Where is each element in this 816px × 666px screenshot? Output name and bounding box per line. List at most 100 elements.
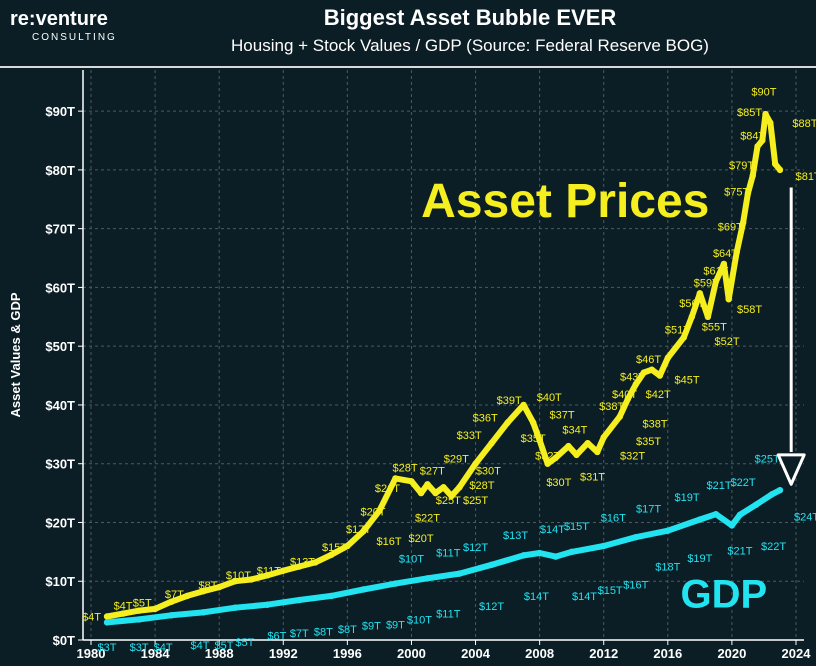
y-tick-label: $70T <box>45 222 75 237</box>
asset-data-label: $39T <box>497 395 522 407</box>
asset-data-point <box>536 437 543 444</box>
asset-data-label: $11T <box>257 565 282 577</box>
asset-data-label: $7T <box>165 589 184 601</box>
asset-data-label: $37T <box>550 410 575 422</box>
gdp-data-point <box>360 586 367 593</box>
gdp-data-label: $13T <box>503 530 528 542</box>
gdp-data-point <box>768 491 776 498</box>
asset-data-label: $33T <box>457 430 482 442</box>
asset-data-label: $88T <box>792 118 816 130</box>
gdp-data-label: $9T <box>362 620 381 632</box>
asset-data-point <box>739 219 747 226</box>
asset-data-label: $28T <box>393 462 418 474</box>
gdp-data-label: $25T <box>755 454 780 466</box>
gdp-data-label: $10T <box>407 615 432 627</box>
asset-data-point <box>103 613 111 620</box>
gdp-data-point <box>232 604 239 611</box>
asset-data-label: $20T <box>409 533 434 545</box>
gdp-data-point <box>296 596 303 604</box>
asset-data-label: $4T <box>114 601 133 613</box>
asset-data-label: $55T <box>702 321 727 333</box>
asset-data-point <box>530 419 537 426</box>
asset-data-point <box>312 559 319 566</box>
asset-data-point <box>616 413 623 420</box>
y-tick-label: $50T <box>45 339 75 354</box>
axes: $0T $10T $20T $30T $40T $50T $60T $70T $80T $90T 1… <box>8 70 811 661</box>
asset-data-point <box>688 313 696 321</box>
gdp-data-label: $17T <box>636 504 661 516</box>
x-tick-label: 2008 <box>525 646 554 661</box>
gdp-data-label: $10T <box>399 554 424 566</box>
asset-data-point <box>776 166 784 174</box>
logo-wordmark: re:venture <box>10 8 108 30</box>
asset-data-label: $20T <box>360 507 385 519</box>
x-tick-label: 1996 <box>333 646 362 661</box>
asset-data-label: $40T <box>612 389 637 401</box>
asset-data-label: $25T <box>463 495 488 507</box>
asset-data-label: $64T <box>713 248 738 260</box>
asset-data-label: $34T <box>562 424 587 436</box>
gdp-data-label: $8T <box>338 624 357 636</box>
x-tick-label: 2016 <box>653 646 682 661</box>
asset-data-point <box>232 578 239 585</box>
asset-data-point <box>696 290 704 297</box>
gdp-data-label: $3T <box>98 642 117 654</box>
y-tick-label: $0T <box>53 633 75 648</box>
asset-data-label: $58T <box>737 304 762 316</box>
x-tick-label: 2012 <box>589 646 618 661</box>
asset-data-point <box>360 528 367 535</box>
asset-data-label: $16T <box>376 536 401 548</box>
asset-data-label: $30T <box>546 477 571 489</box>
brand-logo: re:venture CONSULTING <box>10 8 120 48</box>
gdp-data-label: $8T <box>314 626 333 638</box>
asset-data-point <box>488 439 495 447</box>
asset-data-label: $32T <box>535 451 560 463</box>
asset-data-point <box>456 484 463 491</box>
gdp-data-point <box>424 575 431 582</box>
gdp-data-label: $5T <box>215 640 234 652</box>
gdp-data-label: $14T <box>572 591 597 603</box>
asset-data-point <box>151 605 159 613</box>
y-tick-label: $80T <box>45 163 75 178</box>
asset-data-point <box>680 334 688 341</box>
asset-data-label: $4T <box>82 611 101 623</box>
asset-data-label: $45T <box>674 374 699 386</box>
asset-data-label: $28T <box>469 480 494 492</box>
chart-title: Biggest Asset Bubble EVER <box>323 5 617 30</box>
y-tick-label: $30T <box>45 457 75 472</box>
y-tick-label: $40T <box>45 398 75 413</box>
asset-prices-annotation: Asset Prices <box>421 175 709 228</box>
asset-data-label: $52T <box>715 336 740 348</box>
asset-data-label: $42T <box>646 389 671 401</box>
gdp-data-point <box>712 511 720 518</box>
asset-data-point <box>664 354 672 362</box>
gdp-data-label: $24T <box>794 512 816 524</box>
gdp-data-point <box>488 561 495 568</box>
asset-data-point <box>565 442 572 450</box>
gdp-data-label: $19T <box>687 553 712 565</box>
asset-data-label: $25T <box>436 495 461 507</box>
gdp-data-label: $22T <box>761 541 786 553</box>
gdp-data-label: $16T <box>601 512 626 524</box>
asset-data-point <box>648 366 655 373</box>
asset-data-point <box>296 563 303 570</box>
asset-data-point <box>632 381 639 388</box>
plot-area <box>83 70 804 640</box>
asset-data-label: $75T <box>724 186 749 198</box>
asset-data-label: $36T <box>473 413 498 425</box>
asset-data-point <box>248 576 255 583</box>
asset-data-point <box>344 542 351 550</box>
gdp-data-point <box>328 592 335 600</box>
series-lines <box>103 110 784 626</box>
asset-data-point <box>733 248 740 256</box>
asset-data-label: $56T <box>679 298 704 310</box>
gdp-data-label: $22T <box>731 477 756 489</box>
gdp-data-label: $6T <box>267 630 286 642</box>
gdp-data-label: $5T <box>235 637 254 649</box>
x-tick-label: 1992 <box>269 646 298 661</box>
asset-data-point <box>264 572 271 579</box>
asset-data-point <box>167 598 175 606</box>
gdp-data-point <box>103 619 111 626</box>
asset-data-point <box>135 607 143 614</box>
x-tick-label: 2000 <box>397 646 426 661</box>
